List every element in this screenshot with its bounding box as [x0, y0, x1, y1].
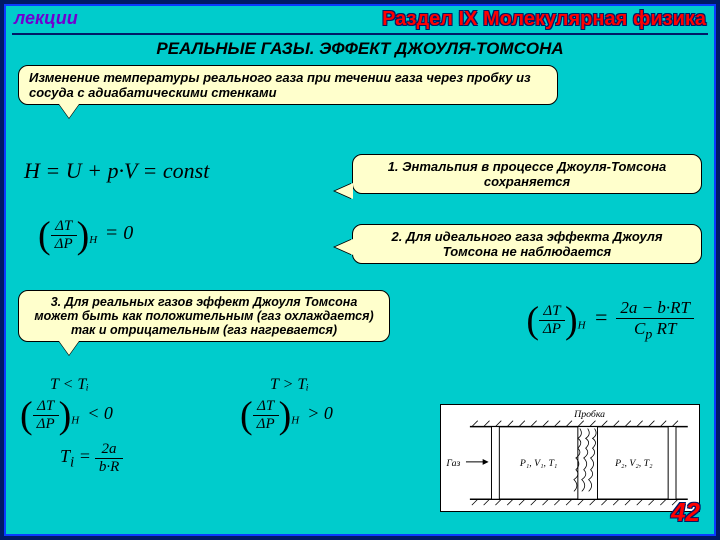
diagram-left-cell: P₁, V₁, T₁	[519, 458, 557, 469]
callout-intro: Изменение температуры реального газа при…	[18, 65, 558, 105]
eq-jt-coefficient: (ΔTΔP)H = 2a − b·RTCp RT	[526, 298, 694, 343]
eq-enthalpy: H = U + p·V = const	[24, 158, 209, 184]
cond-mid-top: T > Tᵢ	[270, 376, 309, 393]
page-number: 42	[671, 497, 700, 528]
callout-enthalpy: 1. Энтальпия в процессе Джоуля-Томсона с…	[352, 154, 702, 194]
callout-ideal-gas-text: 2. Для идеального газа эффекта Джоуля То…	[392, 229, 663, 259]
callout-ideal-gas: 2. Для идеального газа эффекта Джоуля То…	[352, 224, 702, 264]
callout-real-gas: 3. Для реальных газов эффект Джоуля Томс…	[18, 290, 390, 342]
callout-intro-text: Изменение температуры реального газа при…	[29, 70, 531, 100]
eq-ideal-gas-zero: (ΔTΔP)H = 0	[38, 218, 133, 253]
header-divider	[12, 33, 708, 35]
callout-enthalpy-text: 1. Энтальпия в процессе Джоуля-Томсона с…	[388, 159, 667, 189]
section-label: Раздел IX Молекулярная физика	[382, 8, 706, 31]
page-title: РЕАЛЬНЫЕ ГАЗЫ. ЭФФЕКТ ДЖОУЛЯ-ТОМСОНА	[6, 39, 714, 59]
diagram-title: Пробка	[573, 409, 605, 420]
callout-real-gas-text: 3. Для реальных газов эффект Джоуля Томс…	[34, 295, 373, 337]
condition-heating: T > Tᵢ (ΔTΔP)H > 0	[240, 376, 420, 433]
cond-left-top: T < Tᵢ	[50, 376, 89, 393]
condition-cooling: T < Tᵢ (ΔTΔP)H < 0 Ti = 2ab·R	[20, 376, 220, 476]
porous-plug-diagram: Пробка	[440, 404, 700, 512]
lectures-label: лекции	[14, 8, 78, 29]
svg-text:Газ: Газ	[445, 458, 460, 469]
diagram-right-cell: P₂, V₂, T₂	[614, 458, 653, 469]
